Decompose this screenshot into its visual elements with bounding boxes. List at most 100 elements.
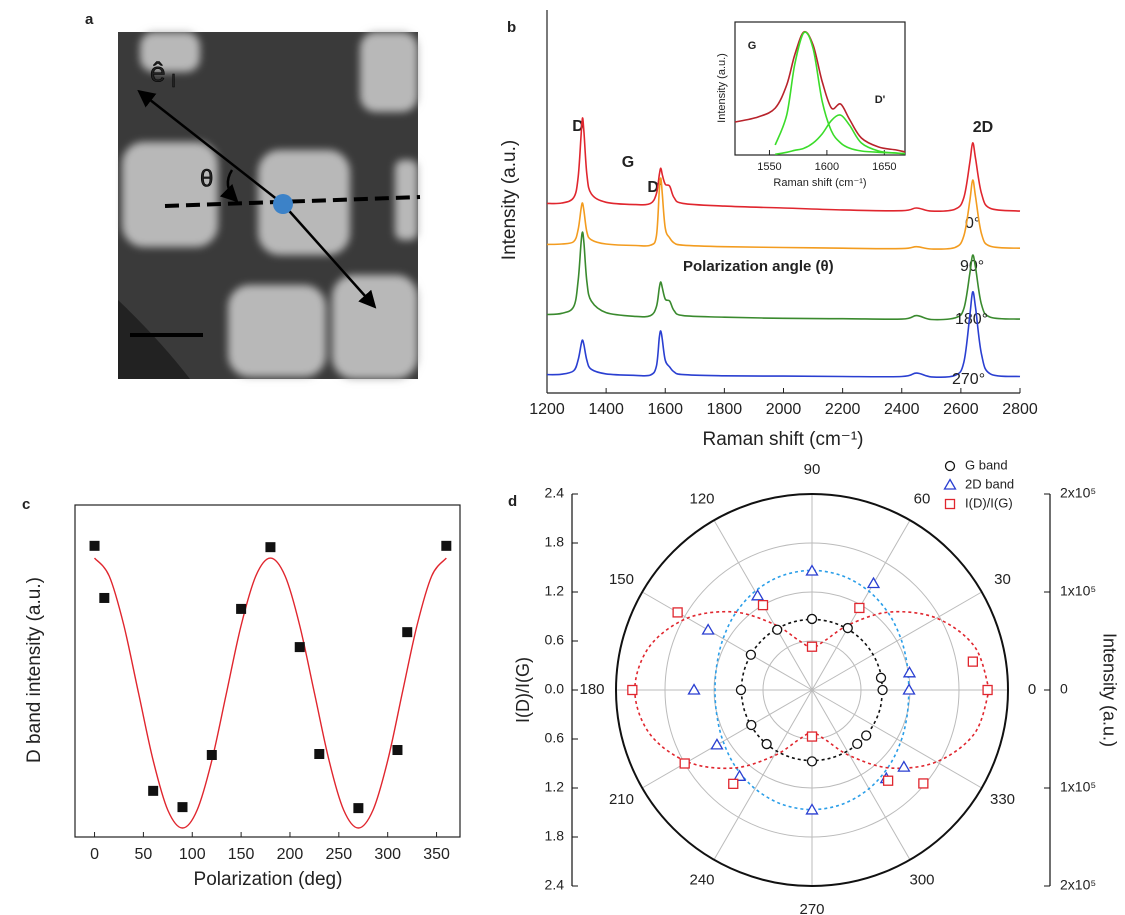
legend-label: 2D band [965, 476, 1014, 491]
angle-arc [219, 169, 239, 203]
x-tick-label: 1600 [815, 161, 839, 173]
data-point [982, 684, 993, 696]
series-label: 180° [955, 311, 988, 328]
data-point [99, 592, 110, 603]
right-tick-label: 2x10⁵ [1060, 877, 1096, 893]
x-tick-label: 1200 [529, 401, 565, 418]
data-point [353, 803, 364, 814]
right-tick-label: 0 [1060, 681, 1068, 697]
data-point [805, 803, 819, 815]
data-point [897, 760, 911, 772]
x-tick-label: 1550 [757, 161, 781, 173]
data-point [772, 624, 783, 635]
panel-letter: c [22, 496, 30, 513]
series-label: 0° [965, 215, 980, 232]
grid-spoke [642, 591, 813, 691]
x-tick-label: 100 [179, 846, 206, 863]
spectrum-line [546, 117, 1021, 212]
grid-spoke [642, 689, 813, 789]
grid-spoke [713, 689, 813, 860]
right-tick-label: 2x10⁵ [1060, 485, 1096, 501]
legend-label: G band [965, 457, 1008, 472]
x-tick-label: 1600 [647, 401, 683, 418]
angle-label: 120 [689, 490, 714, 507]
data-point [842, 622, 853, 634]
y-axis-label: Intensity (a.u.) [499, 140, 520, 260]
x-tick-label: 350 [423, 846, 450, 863]
data-point [918, 778, 929, 789]
data-point [627, 684, 638, 696]
angle-label: 330 [990, 791, 1015, 808]
data-point [392, 745, 403, 756]
panel-letter: a [85, 11, 94, 28]
x-tick-label: 300 [374, 846, 401, 863]
data-point [672, 607, 683, 618]
data-point [861, 730, 872, 741]
left-tick-label: 0.6 [545, 632, 565, 648]
legend-label: I(D)/I(G) [965, 495, 1013, 510]
left-tick-label: 1.8 [545, 828, 565, 844]
data-point [866, 576, 881, 589]
angle-label: 240 [689, 871, 714, 888]
panel-a: a ê I θ [85, 11, 421, 379]
data-point [294, 642, 305, 653]
spectrum-line [734, 30, 906, 153]
legend-marker [943, 478, 957, 490]
data-point [402, 627, 413, 638]
data-point [806, 731, 818, 742]
sem-particles [122, 32, 418, 379]
data-point [854, 602, 865, 614]
spectrum-line [546, 231, 1021, 321]
vector-arrow [282, 203, 377, 309]
data-point [89, 540, 100, 551]
angle-label: 60 [914, 490, 931, 507]
vector-arrow [137, 89, 284, 205]
series-label: 270° [952, 371, 985, 388]
data-point [805, 564, 819, 576]
spectrum-line [775, 114, 906, 156]
panel-letter: b [507, 19, 516, 36]
y2-axis-label: Intensity (a.u.) [1099, 633, 1119, 747]
data-point [875, 672, 887, 683]
peak-label: 2D [973, 119, 993, 136]
data-point [746, 719, 757, 731]
data-point [877, 684, 888, 696]
data-point [236, 603, 247, 614]
x-tick-label: 1800 [707, 401, 743, 418]
laser-spot [273, 194, 293, 214]
data-point [745, 649, 757, 660]
data-point [806, 641, 818, 652]
data-point [882, 775, 894, 786]
y-axis-label: Intensity (a.u.) [716, 53, 728, 123]
x-axis-label: Raman shift (cm⁻¹) [703, 429, 864, 450]
data-point [806, 756, 818, 767]
panel-letter: d [508, 493, 517, 510]
x-tick-label: 150 [228, 846, 255, 863]
data-point [679, 758, 690, 769]
data-point [761, 738, 772, 750]
data-point [732, 769, 747, 781]
angle-label: 30 [994, 571, 1011, 588]
left-tick-label: 0.6 [545, 730, 565, 746]
angle-label: 300 [909, 871, 934, 888]
sem-shadow [118, 300, 190, 379]
peak-label: D' [875, 94, 886, 106]
data-point [750, 588, 765, 601]
angle-label: θ [200, 165, 213, 192]
x-tick-label: 50 [135, 846, 153, 863]
x-tick-label: 200 [277, 846, 304, 863]
x-tick-label: 0 [90, 846, 99, 863]
x-tick-label: 250 [325, 846, 352, 863]
data-point [314, 749, 325, 759]
grid-spoke [811, 591, 982, 691]
x-tick-label: 2400 [884, 401, 920, 418]
y-axis-label: I(D)/I(G) [513, 657, 533, 723]
vector-subscript: I [171, 71, 176, 91]
data-point [265, 542, 276, 553]
data-point [902, 683, 916, 695]
angle-label: 0 [1028, 681, 1036, 698]
x-tick-label: 1400 [588, 401, 624, 418]
grid-spoke [811, 689, 911, 860]
data-point [710, 738, 724, 750]
